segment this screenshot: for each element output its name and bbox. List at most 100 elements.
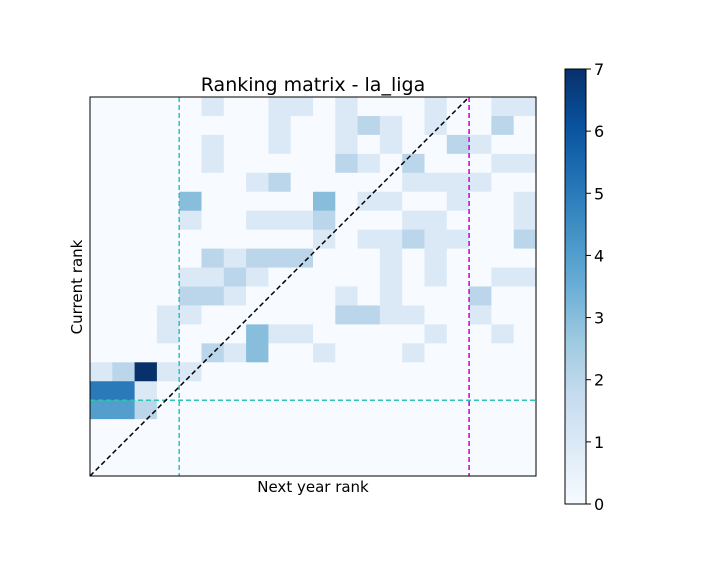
heatmap-cell (402, 97, 426, 117)
heatmap-cell (313, 97, 336, 117)
heatmap-cell (402, 267, 426, 288)
heatmap-cell (112, 324, 136, 344)
diagonal-line (89, 96, 470, 477)
colorbar-tick-label: 2 (594, 371, 604, 390)
heatmap-cell (179, 172, 203, 193)
heatmap-cell (223, 210, 247, 231)
heatmap-cell (156, 457, 180, 477)
heatmap-cell (268, 286, 292, 307)
heatmap-cell (179, 153, 203, 174)
heatmap-cell (491, 305, 515, 325)
heatmap-cell (357, 362, 381, 382)
heatmap-cell (90, 97, 113, 117)
heatmap-cell (134, 210, 158, 231)
heatmap-cell (223, 324, 247, 344)
heatmap-cell (491, 248, 515, 269)
colorbar-tick-label: 7 (594, 60, 604, 79)
heatmap-cell (223, 172, 247, 193)
heatmap-cell (268, 343, 292, 363)
heatmap-cell (179, 343, 203, 363)
heatmap-cell (268, 97, 292, 117)
heatmap-cell (90, 438, 113, 458)
heatmap-cell (134, 172, 158, 193)
heatmap-cell (446, 153, 470, 174)
heatmap-cell (424, 134, 448, 155)
heatmap-cell (424, 153, 448, 174)
heatmap-cell (246, 267, 269, 288)
heatmap-cell (402, 457, 426, 477)
heatmap-cell (313, 172, 336, 193)
heatmap-cell (179, 438, 203, 458)
heatmap-cell (90, 210, 113, 231)
heatmap-cell (402, 381, 426, 401)
heatmap-cell (491, 229, 515, 250)
heatmap-cell (246, 97, 269, 117)
heatmap-cell (402, 438, 426, 458)
heatmap-cell (446, 438, 470, 458)
heatmap-cell (402, 343, 426, 363)
heatmap-cell (513, 191, 537, 212)
heatmap-cell (268, 248, 292, 269)
heatmap-cell (246, 438, 269, 458)
heatmap-cell (313, 153, 336, 174)
heatmap-cell (513, 210, 537, 231)
heatmap-cell (313, 343, 336, 363)
heatmap-cell (290, 172, 314, 193)
heatmap-cell (90, 324, 113, 344)
heatmap-cell (313, 210, 336, 231)
heatmap-cell (112, 248, 136, 269)
heatmap-cell (112, 97, 136, 117)
heatmap-cell (469, 153, 492, 174)
heatmap-cell (112, 210, 136, 231)
heatmap-cell (335, 210, 359, 231)
heatmap-cell (246, 457, 269, 477)
heatmap-cell (313, 419, 336, 439)
heatmap-cell (357, 153, 381, 174)
heatmap-cell (424, 286, 448, 307)
heatmap-cell (446, 229, 470, 250)
colorbar-tick-label: 1 (594, 433, 604, 452)
heatmap-cell (223, 305, 247, 325)
plot-frame (89, 96, 537, 477)
heatmap-cell (156, 343, 180, 363)
heatmap-cell (268, 438, 292, 458)
heatmap-cell (268, 324, 292, 344)
heatmap-cell (246, 153, 269, 174)
heatmap-cell (491, 381, 515, 401)
colorbar-ticks: 0 1 2 3 4 5 6 7 (586, 60, 604, 514)
heatmap-cell (201, 305, 225, 325)
heatmap-cell (402, 134, 426, 155)
heatmap-cell (290, 400, 314, 420)
heatmap-cell (112, 305, 136, 325)
heatmap-cell (446, 343, 470, 363)
heatmap-cell (335, 153, 359, 174)
heatmap-cell (90, 343, 113, 363)
heatmap-cell (290, 419, 314, 439)
heatmap-cell (357, 457, 381, 477)
heatmap-cell (379, 229, 403, 250)
heatmap-cell (156, 97, 180, 117)
heatmap-cell (201, 248, 225, 269)
heatmap-cell (268, 229, 292, 250)
colorbar-tick-label: 6 (594, 122, 604, 141)
heatmap-cell (469, 362, 492, 382)
heatmap-cell (469, 343, 492, 363)
heatmap-cell (179, 97, 203, 117)
heatmap-cell (134, 438, 158, 458)
heatmap-cell (335, 267, 359, 288)
heatmap-cell (491, 457, 515, 477)
heatmap-cell (469, 267, 492, 288)
heatmap-cell (402, 419, 426, 439)
heatmap-cell (246, 172, 269, 193)
heatmap-cell (491, 419, 515, 439)
heatmap-cell (156, 438, 180, 458)
heatmap-cell (379, 267, 403, 288)
heatmap-cell (335, 97, 359, 117)
heatmap-cell (335, 419, 359, 439)
heatmap-cell (513, 381, 537, 401)
heatmap-cell (424, 172, 448, 193)
heatmap-cell (357, 267, 381, 288)
heatmap-cell (379, 457, 403, 477)
heatmap-cell (469, 419, 492, 439)
heatmap-cell (223, 97, 247, 117)
